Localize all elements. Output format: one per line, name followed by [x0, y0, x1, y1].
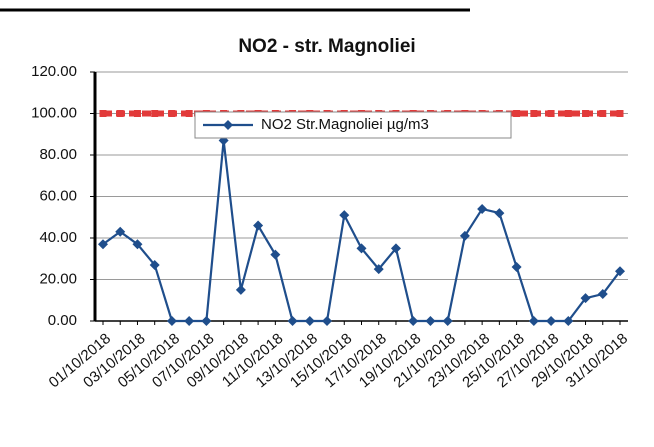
marker [270, 249, 281, 260]
marker [99, 110, 107, 117]
marker [408, 316, 419, 326]
marker [442, 316, 453, 326]
marker [459, 230, 470, 241]
series-line [102, 140, 621, 323]
legend-label: NO2 Str.Magnoliei µg/m3 [261, 116, 429, 133]
y-tick-label: 20.00 [39, 270, 77, 287]
marker [235, 284, 246, 295]
marker [132, 239, 143, 250]
marker [477, 203, 488, 214]
marker [390, 243, 401, 254]
marker [513, 110, 521, 117]
marker [201, 316, 212, 326]
marker [304, 316, 315, 326]
marker [597, 289, 608, 300]
marker [168, 110, 176, 117]
marker [563, 316, 574, 326]
marker [185, 110, 193, 117]
marker [339, 210, 350, 221]
marker [616, 110, 624, 117]
legend: NO2 Str.Magnoliei µg/m3 [194, 111, 512, 139]
marker [116, 110, 124, 117]
marker [184, 316, 195, 326]
marker [322, 316, 333, 326]
y-tick-label: 60.00 [39, 187, 77, 204]
marker [287, 316, 298, 326]
marker [546, 316, 557, 326]
chart-title: NO2 - str. Magnoliei [238, 36, 415, 57]
marker [530, 110, 538, 117]
y-tick-label: 0.00 [48, 312, 77, 329]
marker [115, 226, 126, 237]
marker [580, 293, 591, 304]
y-tick-label: 120.00 [31, 63, 77, 80]
marker [149, 259, 160, 270]
marker [425, 316, 436, 326]
marker [373, 264, 384, 275]
marker [528, 316, 539, 326]
marker [98, 239, 108, 250]
y-tick-label: 40.00 [39, 229, 77, 246]
marker [564, 110, 572, 117]
marker [151, 110, 159, 117]
y-tick-label: 100.00 [31, 104, 77, 121]
marker [253, 220, 264, 231]
marker [166, 316, 177, 326]
marker [547, 110, 555, 117]
marker [511, 262, 522, 273]
marker [615, 266, 625, 277]
marker [599, 110, 607, 117]
marker [582, 110, 590, 117]
marker [494, 208, 505, 219]
marker [133, 110, 141, 117]
y-tick-label: 80.00 [39, 146, 77, 163]
legend-marker [223, 120, 233, 130]
marker [356, 243, 367, 254]
